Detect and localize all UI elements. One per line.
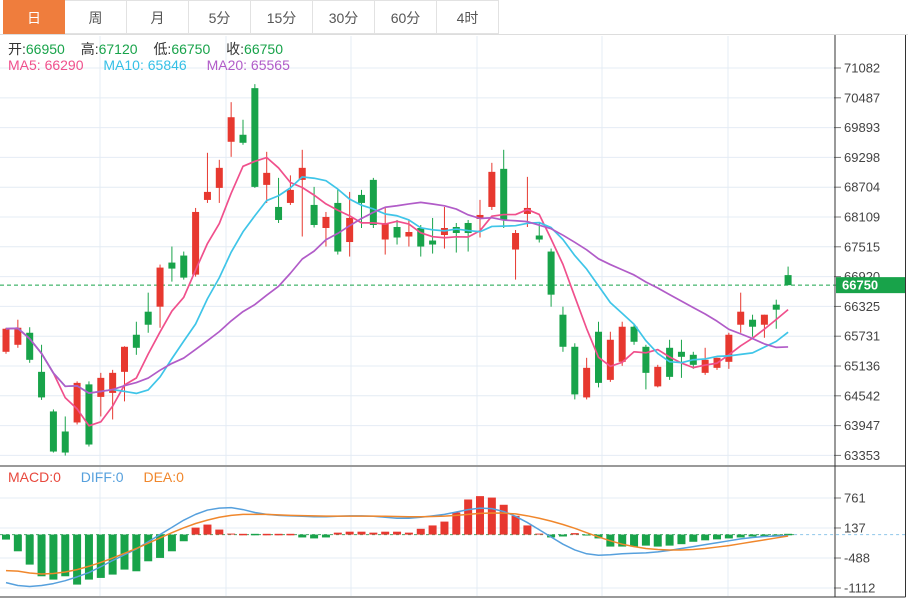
tab-日[interactable]: 日	[3, 0, 65, 34]
tab-4时[interactable]: 4时	[437, 0, 499, 34]
tab-15分[interactable]: 15分	[251, 0, 313, 34]
svg-text:65731: 65731	[844, 329, 880, 344]
svg-text:63947: 63947	[844, 418, 880, 433]
macd-axis-labels: 761 137 -488 -1112	[834, 491, 875, 596]
svg-text:68109: 68109	[844, 210, 880, 225]
tab-30分[interactable]: 30分	[313, 0, 375, 34]
svg-text:68704: 68704	[844, 180, 880, 195]
ohlc-low: 低:66750	[153, 41, 211, 57]
svg-text:64542: 64542	[844, 388, 880, 403]
ohlc-high: 高:67120	[80, 41, 138, 57]
ma20-line	[5, 201, 789, 394]
macd-value: MACD:0	[8, 469, 61, 485]
macd-histogram	[2, 496, 793, 585]
tab-周[interactable]: 周	[65, 0, 127, 34]
period-tabbar: 日周月 5分 15分 30分 60分 4时	[0, 0, 908, 35]
svg-text:-488: -488	[844, 551, 870, 566]
tab-5分[interactable]: 5分	[189, 0, 251, 34]
svg-text:70487: 70487	[844, 90, 880, 105]
svg-text:-1112: -1112	[844, 581, 875, 596]
gridlines	[0, 36, 835, 596]
svg-text:69893: 69893	[844, 120, 880, 135]
ohlc-close: 收:66750	[226, 41, 283, 57]
ohlc-open: 开:66950	[8, 41, 65, 57]
svg-text:66750: 66750	[842, 278, 878, 293]
tab-60分[interactable]: 60分	[375, 0, 437, 34]
svg-text:71082: 71082	[844, 61, 880, 76]
current-price-tag: 66750	[836, 277, 905, 294]
ma10-legend: MA10: 65846	[103, 57, 187, 73]
ohlc-legend: 开:66950 高:67120 低:66750 收:66750	[8, 39, 295, 59]
ma5-legend: MA5: 66290	[8, 57, 84, 73]
macd-legend: MACD:0 DIFF:0 DEA:0	[8, 469, 200, 485]
ma-legend: MA5: 66290 MA10: 65846 MA20: 65565	[8, 57, 306, 73]
ma5-line	[5, 156, 789, 427]
svg-text:69298: 69298	[844, 150, 880, 165]
svg-text:67515: 67515	[844, 239, 880, 254]
ma10-line	[5, 176, 789, 395]
svg-text:63353: 63353	[844, 448, 880, 463]
svg-text:137: 137	[844, 520, 866, 535]
diff-value: DIFF:0	[80, 469, 124, 485]
svg-text:66325: 66325	[844, 299, 880, 314]
svg-text:761: 761	[844, 491, 866, 506]
candles	[2, 84, 792, 456]
tab-月[interactable]: 月	[127, 0, 189, 34]
dea-line	[5, 512, 789, 575]
ma20-legend: MA20: 65565	[206, 57, 290, 73]
price-axis-labels: 7108270487698936929868704681096751566920…	[834, 61, 880, 463]
svg-text:65136: 65136	[844, 359, 880, 374]
dea-value: DEA:0	[143, 469, 184, 485]
